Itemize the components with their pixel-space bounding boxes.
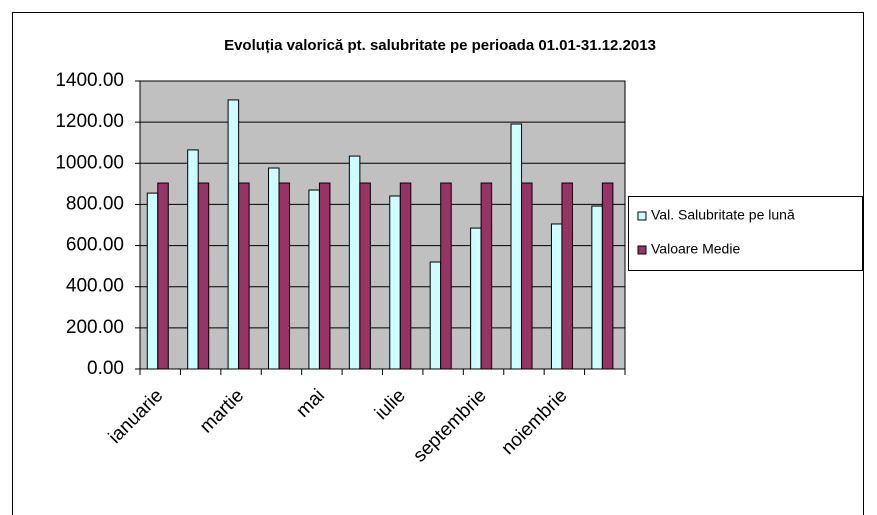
bar <box>440 182 452 370</box>
y-tick-label: 800.00 <box>66 193 124 214</box>
y-tick-label: 1200.00 <box>55 111 124 132</box>
y-tick-label: 400.00 <box>66 276 124 297</box>
bar <box>429 261 442 370</box>
legend-label: Val. Salubritate pe lună <box>651 207 795 223</box>
plot-area <box>140 81 625 369</box>
plot-border <box>139 80 626 370</box>
bar <box>510 123 523 370</box>
bar <box>601 182 614 370</box>
legend-box <box>628 196 863 271</box>
bar <box>238 182 250 370</box>
bar <box>278 182 291 370</box>
bar <box>389 195 401 370</box>
bar <box>318 182 331 370</box>
y-tick-label: 1400.00 <box>55 70 124 91</box>
bar <box>550 223 563 370</box>
y-tick-label: 1000.00 <box>55 152 124 173</box>
bar <box>470 227 482 370</box>
legend-swatch <box>637 211 647 221</box>
y-tick-label: 0.00 <box>87 358 124 379</box>
legend-swatch <box>637 245 647 255</box>
y-tick-label: 200.00 <box>66 317 124 338</box>
bar <box>146 192 159 370</box>
bar <box>521 182 533 370</box>
chart-title: Evoluția valorică pt. salubritate pe per… <box>224 37 656 54</box>
bar <box>268 167 280 370</box>
y-tick-label: 600.00 <box>66 235 124 256</box>
legend-label: Valoare Medie <box>651 241 740 257</box>
bar <box>561 182 573 370</box>
bar <box>187 149 199 370</box>
bar <box>157 182 169 370</box>
bar <box>480 182 493 370</box>
bar <box>399 182 412 370</box>
bar <box>197 182 210 370</box>
bar <box>359 182 371 370</box>
bar <box>227 99 240 370</box>
bar <box>591 205 603 370</box>
bar <box>308 189 320 370</box>
bar <box>348 155 361 370</box>
